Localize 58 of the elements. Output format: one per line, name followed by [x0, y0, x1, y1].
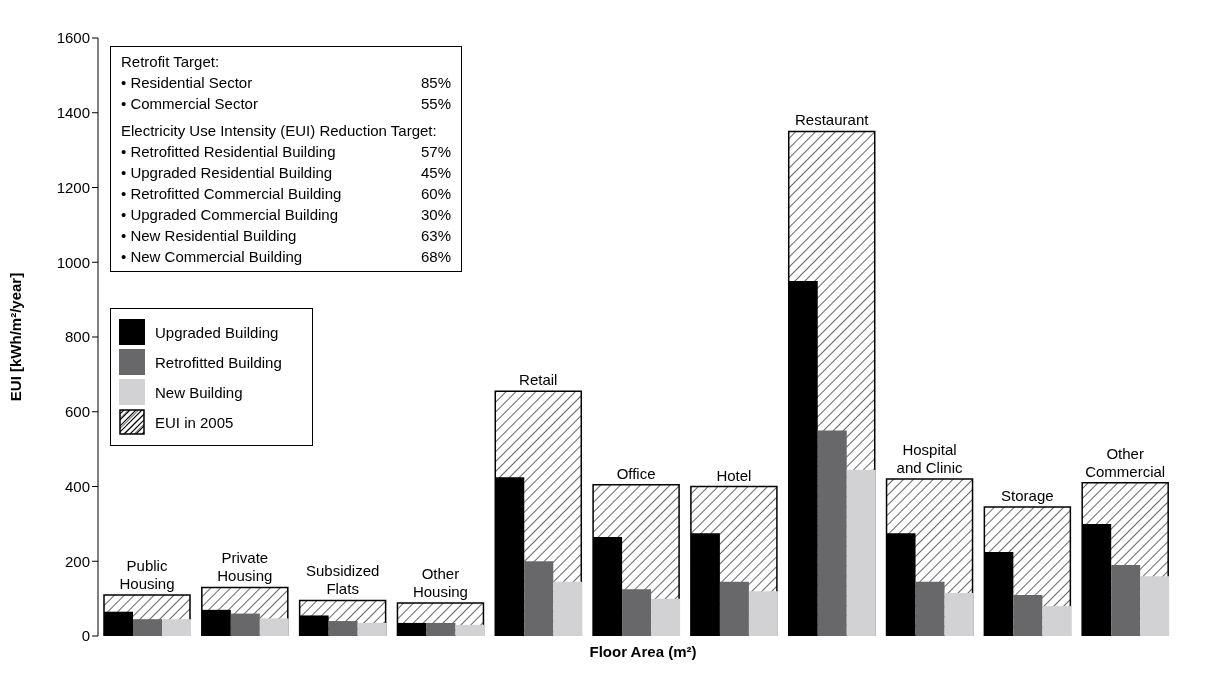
x-tick-label: Storage: [1001, 487, 1054, 505]
bar: [230, 613, 260, 636]
x-tick-label: Subsidized Flats: [305, 562, 380, 598]
bar: [553, 581, 583, 636]
y-tick-label: 1600: [56, 29, 90, 47]
text: • New Residential Building 63%: [121, 227, 451, 244]
y-tick-label: 1200: [56, 178, 90, 196]
y-tick-label: 400: [64, 477, 90, 495]
text: • Upgraded Commercial Building 30%: [121, 206, 451, 223]
bar: [1140, 576, 1170, 636]
bar: [817, 430, 847, 636]
bar: [1111, 564, 1141, 636]
bar: [524, 561, 554, 636]
x-tick-label: Hotel: [716, 466, 752, 484]
bar: [651, 598, 681, 636]
x-tick-label: Office: [616, 464, 656, 482]
bar: [1042, 606, 1072, 636]
x-tick-label: Other Housing: [412, 565, 468, 601]
y-tick-label: 200: [64, 552, 90, 570]
bar: [915, 581, 945, 636]
y-axis-title: EUI [kWh/m²/year]: [7, 272, 25, 402]
text: • New Commercial Building 68%: [121, 248, 451, 265]
text: • Commercial Sector 55%: [121, 95, 451, 112]
x-tick-label: Retail: [519, 371, 558, 389]
x-tick-label: Hospital and Clinic: [896, 441, 963, 477]
x-tick-label: Restaurant: [795, 111, 870, 129]
text: • Residential Sector 85%: [121, 74, 451, 91]
bar: [846, 469, 876, 636]
x-tick-label: Other Commercial: [1085, 444, 1166, 480]
x-tick-label: Private Housing: [217, 549, 273, 585]
text: • Retrofitted Residential Building 57%: [121, 143, 451, 160]
y-tick-label: 1000: [56, 253, 90, 271]
annotation: Retrofit Target:: [121, 52, 220, 72]
bar: [455, 624, 485, 636]
bar: [622, 589, 652, 636]
text: • Upgraded Residential Building 45%: [121, 164, 451, 181]
legend-label: EUI in 2005: [155, 413, 234, 431]
bar: [719, 581, 749, 636]
bar: [1013, 594, 1043, 636]
y-tick-label: 800: [64, 328, 90, 346]
annotation: Electricity Use Intensity (EUI) Reduction Target:: [121, 121, 437, 141]
bar: [328, 621, 358, 636]
bar: [259, 618, 289, 636]
x-axis-title: Floor Area (m²): [588, 643, 698, 660]
x-tick-label: Public Housing: [119, 556, 175, 592]
y-tick-label: 0: [81, 627, 90, 645]
y-tick-label: 1400: [56, 104, 90, 122]
bar: [944, 593, 974, 636]
legend-label: Retrofitted Building: [155, 353, 282, 371]
bar: [133, 619, 162, 636]
legend-label: Upgraded Building: [155, 323, 279, 341]
bar: [162, 619, 191, 636]
bar: [748, 591, 778, 636]
text: • Retrofitted Commercial Building 60%: [121, 185, 451, 202]
y-tick-label: 600: [64, 403, 90, 421]
legend-label: New Building: [155, 383, 243, 401]
bar: [426, 622, 456, 636]
bar: [357, 622, 387, 636]
